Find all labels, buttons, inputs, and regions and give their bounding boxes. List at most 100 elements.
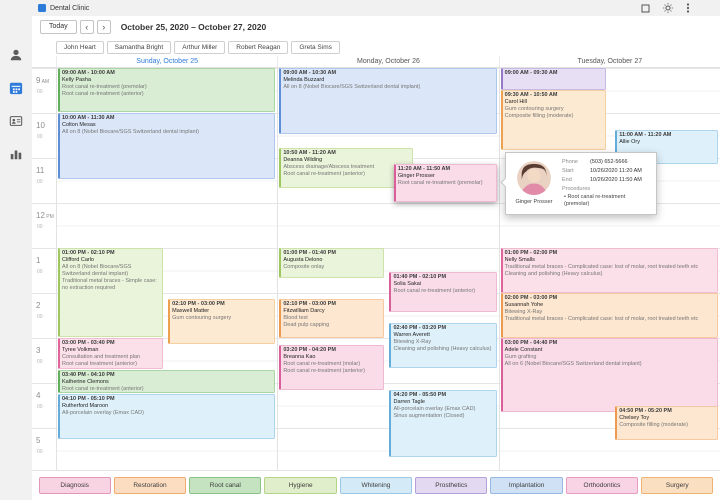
time-label: 12 PM 00 — [32, 203, 56, 248]
day-header: Tuesday, October 27 — [498, 56, 720, 67]
appointment-procedure: All-porcelain overlay (Emax CAD) — [393, 406, 476, 412]
appointment-procedure: Root canal re-treatment (anterior) — [393, 288, 476, 294]
dentist-tab[interactable]: John Heart — [56, 40, 104, 54]
appointment-patient: Chelsey Toy — [619, 415, 650, 421]
appointment[interactable]: 03:20 PM - 04:20 PM Breanna Kao Root canal… — [279, 345, 385, 390]
appointment-patient: Colton Mesas — [62, 122, 96, 128]
time-label: 11 00 — [32, 158, 56, 203]
appointment[interactable]: 02:10 PM - 03:00 PM Fitzwilliam Darcy Bloo… — [279, 299, 385, 338]
day-column[interactable]: 09:00 AM - 09:30 AM 09:30 AM - 10:50 AM Ca… — [498, 68, 720, 470]
legend-chip[interactable]: Root canal — [189, 477, 262, 494]
appointment[interactable]: 02:10 PM - 03:00 PM Maxwell Matter Gum con… — [168, 299, 276, 344]
tooltip-procedures-label: Procedures — [562, 186, 591, 192]
appointment-procedure: Root canal re-treatment (premolar) — [397, 180, 483, 186]
appointment-procedure: Consultation and treatment plan — [62, 354, 140, 360]
appointment-procedure: Dead pulp capping — [283, 322, 330, 328]
appointment-patient: Warren Averett — [393, 332, 430, 338]
dentist-tab[interactable]: Arthur Miller — [174, 40, 226, 54]
appointment[interactable]: 03:00 PM - 03:40 PM Tyree Volkman Consulta… — [58, 338, 163, 369]
appointment-time: 09:00 AM - 10:00 AM — [62, 70, 115, 76]
appointment-patient: Nelly Smalls — [504, 257, 535, 263]
legend-chip[interactable]: Prosthetics — [415, 477, 488, 494]
window-controls — [641, 3, 690, 13]
sidebar-item-statistics[interactable] — [7, 148, 25, 164]
appointment-time: 09:00 AM - 10:30 AM — [283, 70, 337, 76]
appointment[interactable]: 10:00 AM - 11:30 AM Colton Mesas All on 8 … — [58, 113, 276, 179]
legend-chip[interactable]: Surgery — [641, 477, 714, 494]
dentist-tab[interactable]: Robert Reagan — [228, 40, 289, 54]
contact-card-icon — [9, 114, 23, 133]
today-button[interactable]: Today — [40, 20, 77, 34]
appointment[interactable]: 09:00 AM - 10:00 AM Kelly Pasha Root canal… — [58, 68, 276, 112]
tooltip-row-label: End — [562, 177, 572, 183]
time-label: 9 AM 00 — [32, 68, 56, 113]
appointment[interactable]: 01:00 PM - 02:00 PM Nelly Smalls Tradition… — [500, 248, 718, 293]
appointment[interactable]: 09:00 AM - 09:30 AM — [500, 68, 606, 90]
appointment-procedure: Abscess drainage/Abscess treatment — [283, 164, 375, 170]
appointment-procedure: Gum contouring surgery — [504, 106, 564, 112]
dentist-tab[interactable]: Greta Sims — [291, 40, 340, 54]
restore-window-icon[interactable] — [641, 4, 650, 13]
appointment[interactable]: 04:50 PM - 05:20 PM Chelsey Toy Composite … — [615, 406, 718, 440]
tooltip-row-label: Start — [562, 168, 574, 174]
appointment-time: 01:00 PM - 02:10 PM — [62, 250, 115, 256]
appointment-procedure: Traditional metal braces - Complicated c… — [504, 316, 699, 322]
appointment-time: 10:50 AM - 11:20 AM — [283, 150, 336, 156]
legend-chip[interactable]: Orthodontics — [565, 477, 639, 494]
appointment[interactable]: 04:20 PM - 05:50 PM Darren Tagle All-porce… — [389, 390, 497, 457]
sidebar-item-profile[interactable] — [7, 49, 25, 65]
appointment-procedure: Root canal treatment (anterior) — [62, 361, 137, 367]
legend-row: Diagnosis Restoration Root canal Hygiene Whi… — [32, 470, 720, 500]
appointment-procedure: All on 8 (Nobel Biocare/SGS Switzerland … — [62, 129, 199, 135]
window-title: Dental Clinic — [50, 4, 90, 12]
tooltip-row: End 10/26/2020 11:50 AM — [562, 177, 650, 184]
appointment[interactable]: 01:40 PM - 02:10 PM Solia Sakai Root canal… — [389, 272, 497, 312]
sidebar-item-scheduler[interactable] — [7, 82, 25, 98]
appointment-procedure: Gum contouring surgery — [172, 315, 232, 321]
legend-chip[interactable]: Whitening — [339, 477, 413, 494]
appointment-time: 02:40 PM - 03:20 PM — [393, 325, 447, 331]
sidebar-item-contacts[interactable] — [7, 115, 25, 131]
appointment-patient: Darren Tagle — [393, 399, 425, 405]
appointment-patient: Maxwell Matter — [172, 308, 210, 314]
appointment[interactable]: 01:00 PM - 02:10 PM Clifford Carlo All on … — [58, 248, 163, 337]
time-label: 4 00 — [32, 383, 56, 428]
appointment-patient: Susannah Yohe — [504, 302, 544, 308]
tooltip-row-label: Phone — [562, 159, 578, 165]
appointment-patient: Kelly Pasha — [62, 77, 92, 83]
appointment-time: 09:30 AM - 10:50 AM — [504, 92, 558, 98]
more-options-icon[interactable] — [686, 3, 690, 13]
appointment[interactable]: 01:00 PM - 01:40 PM Augusta Delono Composi… — [279, 248, 385, 278]
appointment-patient: Ginger Prosser — [397, 173, 435, 179]
legend-chip[interactable]: Hygiene — [264, 477, 337, 494]
appointment[interactable]: 10:50 AM - 11:20 AM Deanna Wilding Abscess… — [279, 148, 413, 188]
app-icon — [38, 4, 46, 12]
day-header: Monday, October 26 — [277, 56, 498, 67]
appointment-procedure: Blood test — [283, 315, 308, 321]
theme-toggle-icon[interactable] — [663, 3, 673, 13]
appointment[interactable]: 04:10 PM - 05:10 PM Rutherford Maroon All-… — [58, 394, 276, 439]
appointment-patient: Carol Hill — [504, 99, 527, 105]
dentist-tab[interactable]: Samantha Bright — [106, 40, 172, 54]
appointment-patient: Deanna Wilding — [283, 157, 323, 163]
appointment[interactable]: 11:20 AM - 11:50 AM Ginger Prosser Root ca… — [393, 164, 497, 202]
appointment[interactable]: 03:40 PM - 04:10 PM Katherine Clemons Root… — [58, 370, 276, 393]
legend-chip[interactable]: Implantation — [490, 477, 563, 494]
appointment[interactable]: 09:30 AM - 10:50 AM Carol Hill Gum contour… — [500, 90, 606, 150]
appointment-procedure: Root canal re-treatment (premolar) — [62, 84, 147, 90]
legend-chip[interactable]: Restoration — [113, 477, 187, 494]
legend-chip[interactable]: Diagnosis — [38, 477, 111, 494]
day-column[interactable]: 09:00 AM - 10:30 AM Melinda Buzzard All on… — [277, 68, 498, 470]
appointment[interactable]: 09:00 AM - 10:30 AM Melinda Buzzard All on… — [279, 68, 497, 134]
appointment-patient: Katherine Clemons — [62, 379, 109, 385]
next-date-button[interactable]: › — [96, 20, 111, 34]
day-column[interactable]: 09:00 AM - 10:00 AM Kelly Pasha Root canal… — [56, 68, 277, 470]
prev-date-button[interactable]: ‹ — [79, 20, 94, 34]
appointment-time: 11:00 AM - 11:20 AM — [619, 132, 672, 138]
appointment[interactable]: 02:00 PM - 03:00 PM Susannah Yohe Bitewing… — [500, 293, 718, 338]
appointment[interactable]: 03:00 PM - 04:40 PM Adele Constant Gum gra… — [500, 338, 718, 412]
appointment-procedure: Bitewing X-Ray — [504, 309, 543, 315]
appointment-time: 01:00 PM - 01:40 PM — [283, 250, 336, 256]
appointment[interactable]: 02:40 PM - 03:20 PM Warren Averett Bitewin… — [389, 323, 497, 368]
appointment-procedure: Traditional metal braces - Complicated c… — [504, 264, 699, 270]
